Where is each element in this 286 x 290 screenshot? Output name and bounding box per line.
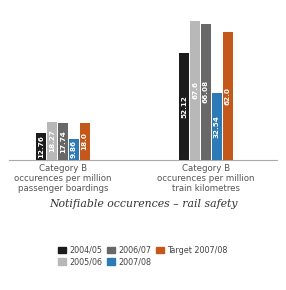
Text: 12.76: 12.76 (38, 135, 44, 158)
Text: 62.0: 62.0 (225, 87, 231, 105)
Legend: 2004/05, 2005/06, 2006/07, 2007/08, Target 2007/08: 2004/05, 2005/06, 2006/07, 2007/08, Targ… (58, 246, 228, 266)
Text: 32.54: 32.54 (214, 115, 220, 137)
Text: 18.27: 18.27 (49, 129, 55, 152)
Bar (190, 21, 200, 160)
Bar (47, 122, 57, 160)
Bar (58, 123, 68, 160)
Bar (179, 53, 189, 160)
Text: 67.6: 67.6 (192, 81, 198, 99)
Bar (223, 32, 233, 160)
Bar (36, 133, 46, 160)
Text: Notifiable occurences – rail safety: Notifiable occurences – rail safety (49, 200, 237, 209)
Text: 17.74: 17.74 (60, 130, 66, 153)
Bar (69, 139, 79, 160)
Text: 52.12: 52.12 (181, 95, 187, 117)
Text: 18.0: 18.0 (82, 132, 88, 150)
Bar (212, 93, 222, 160)
Bar (201, 24, 211, 160)
Text: 9.86: 9.86 (71, 140, 77, 158)
Bar (80, 123, 90, 160)
Text: 66.08: 66.08 (203, 80, 209, 103)
